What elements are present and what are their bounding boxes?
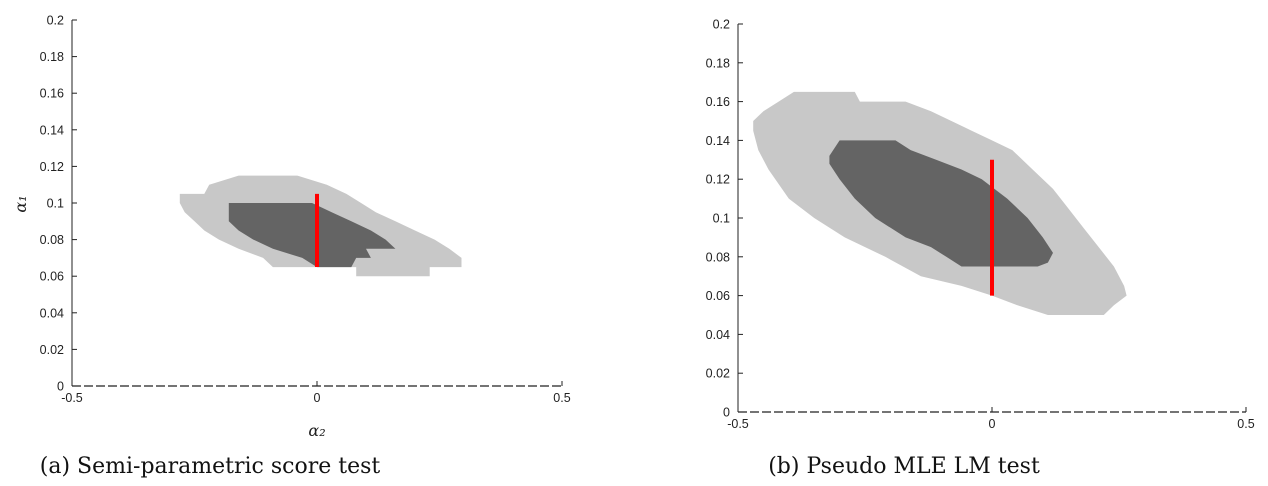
panel-a-y-tick-label: 0 — [57, 380, 64, 394]
panel-a-x-tick-label: 0.5 — [553, 391, 570, 405]
panel-a-inner-confidence-region — [228, 203, 396, 268]
panel-b-y-tick-label: 0.18 — [706, 56, 730, 70]
panel-b-y-tick-label: 0.12 — [706, 173, 730, 187]
panel-a-y-tick-label: 0.1 — [47, 197, 64, 211]
panel-a-y-tick-label: 0.02 — [40, 343, 64, 357]
panel-a-y-tick-label: 0.12 — [40, 160, 64, 174]
panel-a-regions — [179, 175, 462, 277]
panel-b-axes: 0 0.02 0.04 0.06 0.08 0.1 0.12 0.14 0.16 0.18 0.2 -… — [706, 18, 1255, 432]
panel-b-y-tick-label: 0.08 — [706, 250, 730, 264]
panel-a-y-tick-label: 0.06 — [40, 270, 64, 284]
panel-a-y-tick-label: 0.2 — [47, 14, 64, 28]
panel-b-y-tick-label: 0 — [723, 406, 730, 420]
panel-b-caption: (b) Pseudo MLE LM test — [768, 454, 1040, 479]
panel-b-y-tick-label: 0.04 — [706, 328, 730, 342]
panel-a-x-axis-label: α₂ — [308, 421, 325, 440]
panel-b-y-tick-label: 0.06 — [706, 289, 730, 303]
panel-a-x-tick-label: 0 — [314, 391, 321, 405]
panel-a-y-tick-label: 0.08 — [40, 233, 64, 247]
panel-b-y-tick-label: 0.16 — [706, 95, 730, 109]
panel-b-regions — [753, 91, 1127, 316]
panel-b-y-tick-label: 0.14 — [706, 134, 730, 148]
panel-a: 0 0.02 0.04 0.06 0.08 0.1 0.12 0.14 0.16 0.18 0.2 -… — [11, 14, 571, 480]
panel-a-y-tick-label: 0.04 — [40, 306, 64, 320]
panel-a-y-axis-label: α₁ — [11, 195, 30, 212]
panel-b-y-tick-label: 0.2 — [713, 18, 730, 32]
panel-b-y-tick-label: 0.02 — [706, 367, 730, 381]
panel-b-x-tick-label: 0.5 — [1237, 417, 1254, 431]
panel-b-x-tick-label: 0 — [989, 417, 996, 431]
panel-a-y-tick-label: 0.14 — [40, 123, 64, 137]
panel-a-y-tick-label: 0.18 — [40, 50, 64, 64]
panel-a-y-tick-label: 0.16 — [40, 87, 64, 101]
panel-a-axes: 0 0.02 0.04 0.06 0.08 0.1 0.12 0.14 0.16 0.18 0.2 -… — [40, 14, 571, 406]
panel-b: 0 0.02 0.04 0.06 0.08 0.1 0.12 0.14 0.16 0.18 0.2 -… — [706, 18, 1255, 480]
panel-b-inner-confidence-region — [829, 140, 1053, 267]
panel-b-x-tick-label: -0.5 — [727, 417, 749, 431]
panel-b-y-tick-label: 0.1 — [713, 212, 730, 226]
panel-a-x-tick-label: -0.5 — [61, 391, 83, 405]
panel-a-caption: (a) Semi-parametric score test — [40, 454, 381, 479]
